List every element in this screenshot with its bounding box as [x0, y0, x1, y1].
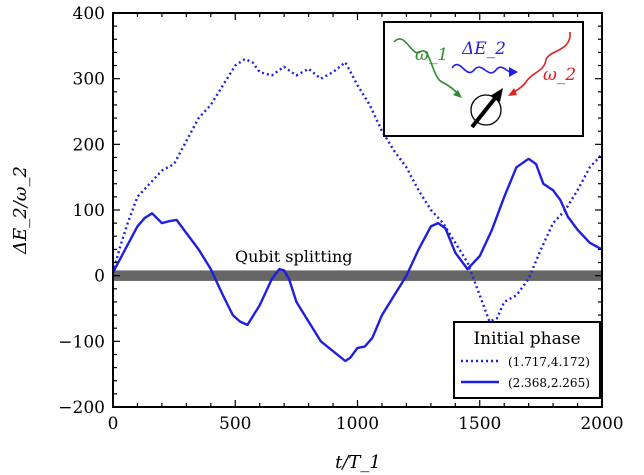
- y-tick-label: 300: [73, 70, 105, 90]
- delta-e2-arrowhead: [509, 67, 518, 77]
- spin-circle: [470, 94, 502, 126]
- y-tick-label: 400: [73, 4, 105, 24]
- omega2-arrowhead: [508, 88, 517, 96]
- band-label: Qubit splitting: [235, 247, 353, 266]
- series-line-dotted: [111, 57, 603, 323]
- y-tick-label: −200: [58, 398, 105, 418]
- x-tick-label: 1000: [336, 414, 379, 434]
- plot-layer: 0 500 1000 1500 2000 −200 −100 0 100 200 300 400: [58, 4, 623, 434]
- x-tick-label: 1500: [458, 414, 501, 434]
- legend-title: Initial phase: [473, 329, 580, 349]
- y-tick-label: 0: [94, 267, 105, 287]
- inset-frame: [383, 21, 584, 137]
- omega1-label: ω_1: [415, 45, 448, 65]
- legend-entry-dotted: (1.717,4.172): [508, 355, 590, 369]
- qubit-splitting-band: [113, 270, 602, 281]
- inset-diagram: ω_1 ΔE_2 ω_2: [383, 21, 584, 137]
- legend-frame: [453, 321, 601, 399]
- y-axis-label: ΔE_2/ω_2: [10, 166, 31, 255]
- omega1-arrowhead: [453, 90, 462, 98]
- x-tick-label: 0: [108, 414, 119, 434]
- x-tick-label: 2000: [580, 414, 623, 434]
- legend-entry-solid: (2.368,2.265): [508, 376, 590, 390]
- omega1-wave: [393, 38, 461, 97]
- y-tick-label: −100: [58, 332, 105, 352]
- legend: Initial phase (1.717,4.172) (2.368,2.265…: [453, 321, 601, 399]
- omega2-label: ω_2: [543, 65, 576, 85]
- spin-arrow-shaft: [470, 95, 498, 129]
- series-line-solid: [111, 157, 603, 363]
- delta-e2-label: ΔE_2: [461, 39, 506, 59]
- x-axis-label: t/T_1: [335, 452, 381, 473]
- x-tick-label: 500: [219, 414, 251, 434]
- y-tick-label: 200: [73, 135, 105, 155]
- omega2-wave: [511, 31, 571, 95]
- delta-e2-wave: [451, 63, 513, 74]
- spin-arrow-head: [490, 88, 503, 102]
- y-tick-label: 100: [73, 201, 105, 221]
